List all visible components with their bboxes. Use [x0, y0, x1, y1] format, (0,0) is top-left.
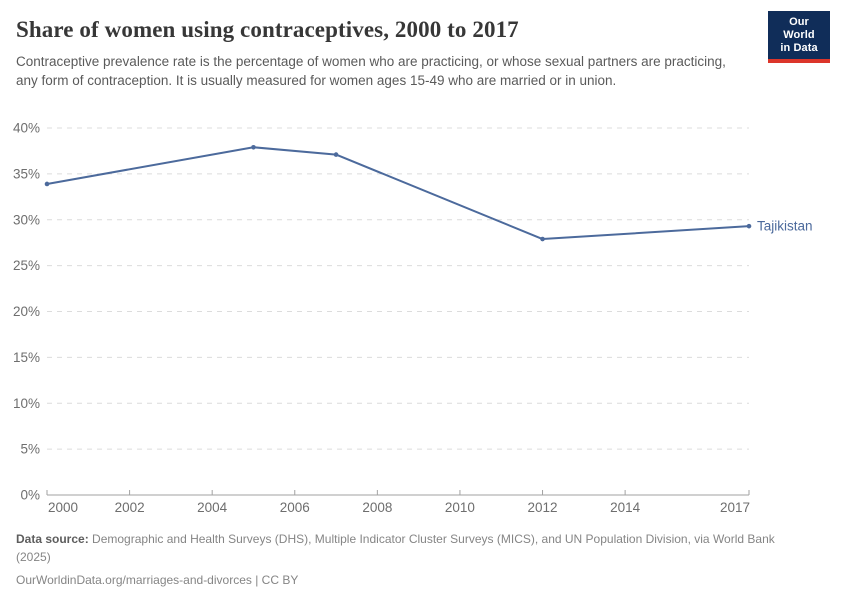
chart-subtitle: Contraceptive prevalence rate is the per… [16, 54, 726, 88]
owid-logo-text-line1: Our World [783, 16, 815, 41]
data-point-marker[interactable] [333, 152, 339, 157]
data-source-text: Demographic and Health Surveys (DHS), Mu… [16, 532, 775, 564]
data-source-label: Data source: [16, 532, 89, 546]
x-tick-label: 2014 [610, 500, 641, 515]
x-tick-label: 2017 [720, 500, 750, 515]
y-tick-label: 5% [20, 442, 40, 457]
x-axis: 2000 2002 2004 2006 2008 2010 2012 2014 2017 [46, 490, 750, 515]
series-line[interactable] [46, 146, 750, 241]
x-tick-label: 2008 [362, 500, 392, 515]
y-gridlines [47, 127, 749, 496]
chart-footer: Data source: Demographic and Health Surv… [16, 531, 794, 590]
y-tick-label: 10% [13, 396, 40, 411]
y-tick-label: 15% [13, 350, 40, 365]
y-tick-label: 35% [13, 166, 40, 181]
y-tick-label: 40% [13, 121, 40, 136]
chart-title: Share of women using contraceptives, 200… [16, 17, 519, 42]
y-tick-label: 20% [13, 304, 40, 319]
data-point-marker[interactable] [746, 223, 752, 229]
x-tick-label: 2006 [280, 500, 310, 515]
data-point-marker[interactable] [44, 181, 50, 187]
series-tajikistan[interactable] [44, 144, 752, 242]
footer-url-line[interactable]: OurWorldinData.org/marriages-and-divorce… [16, 573, 299, 587]
data-point-marker[interactable] [251, 144, 256, 150]
y-tick-label: 25% [13, 258, 40, 273]
y-axis-labels: 0% 5% 10% 15% 20% 25% 30% 35% 40% [13, 121, 40, 503]
owid-logo[interactable]: Our World in Data [768, 11, 830, 63]
y-tick-label: 30% [13, 212, 40, 227]
x-tick-label: 2000 [48, 500, 78, 515]
y-tick-label: 0% [20, 488, 40, 503]
data-point-marker[interactable] [540, 236, 545, 242]
x-tick-label: 2004 [197, 500, 228, 515]
x-tick-label: 2002 [115, 500, 145, 515]
x-tick-label: 2012 [528, 500, 558, 515]
series-end-label[interactable]: Tajikistan [757, 219, 813, 234]
data-source-line: Data source: Demographic and Health Surv… [16, 531, 794, 566]
owid-logo-text-line2: in Data [780, 42, 818, 54]
x-tick-label: 2010 [445, 500, 475, 515]
